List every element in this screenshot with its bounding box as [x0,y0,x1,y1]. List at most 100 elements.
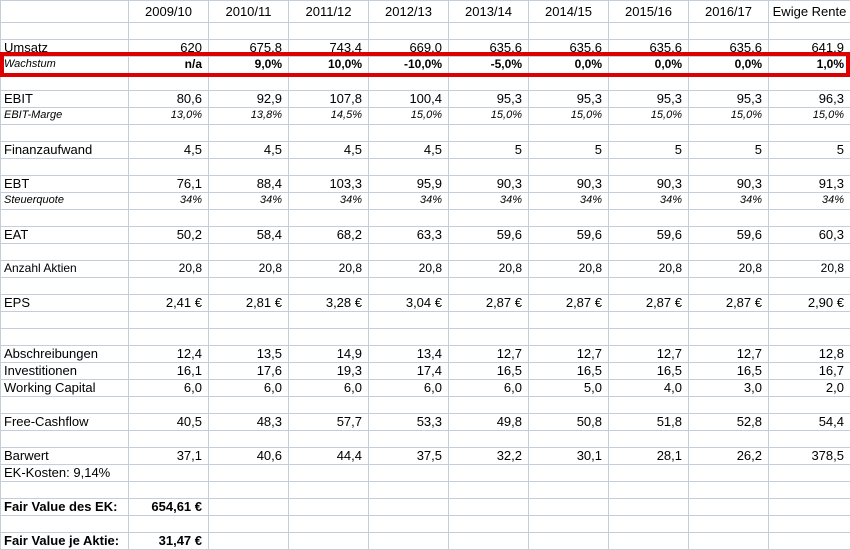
row-empty-9-cell-2[interactable] [289,329,369,346]
corner-cell[interactable] [1,1,129,23]
row-eat-cell-6[interactable]: 59,6 [609,227,689,244]
row-barwert-cell-7[interactable]: 26,2 [689,448,769,465]
row-empty-9-cell-4[interactable] [449,329,529,346]
row-empty-2-cell-8[interactable] [769,74,850,91]
row-fair-value-aktie-cell-0[interactable]: 31,47 € [129,533,209,550]
row-empty-10-cell-5[interactable] [529,397,609,414]
row-wachstum-cell-3[interactable]: -10,0% [369,57,449,74]
row-empty-2-cell-1[interactable] [209,74,289,91]
row-steuerquote-cell-7[interactable]: 34% [689,193,769,210]
row-empty-1-cell-3[interactable] [369,23,449,40]
row-empty-4-cell-4[interactable] [449,159,529,176]
row-abschreibungen-cell-3[interactable]: 13,4 [369,346,449,363]
row-working-capital-cell-8[interactable]: 2,0 [769,380,850,397]
row-abschreibungen-cell-0[interactable]: 12,4 [129,346,209,363]
row-anzahl-aktien-cell-3[interactable]: 20,8 [369,261,449,278]
row-empty-5-cell-1[interactable] [209,210,289,227]
row-empty-7-cell-8[interactable] [769,278,850,295]
row-ebt-cell-1[interactable]: 88,4 [209,176,289,193]
row-wachstum-cell-1[interactable]: 9,0% [209,57,289,74]
row-empty-2-cell-2[interactable] [289,74,369,91]
row-ebit-cell-1[interactable]: 92,9 [209,91,289,108]
row-ebt-label[interactable]: EBT [1,176,129,193]
row-ebit-marge-label[interactable]: EBIT-Marge [1,108,129,125]
row-steuerquote-cell-0[interactable]: 34% [129,193,209,210]
row-empty-9-cell-7[interactable] [689,329,769,346]
row-eps-cell-5[interactable]: 2,87 € [529,295,609,312]
row-free-cashflow-cell-4[interactable]: 49,8 [449,414,529,431]
row-eat-cell-4[interactable]: 59,6 [449,227,529,244]
row-eat-cell-0[interactable]: 50,2 [129,227,209,244]
row-empty-13-cell-0[interactable] [129,516,209,533]
row-ek-kosten-label[interactable]: EK-Kosten: 9,14% [1,465,129,482]
row-empty-11-cell-0[interactable] [129,431,209,448]
row-free-cashflow-cell-1[interactable]: 48,3 [209,414,289,431]
row-empty-3-cell-7[interactable] [689,125,769,142]
row-ebit-cell-2[interactable]: 107,8 [289,91,369,108]
row-wachstum-cell-0[interactable]: n/a [129,57,209,74]
row-empty-3-label[interactable] [1,125,129,142]
row-empty-10-cell-1[interactable] [209,397,289,414]
row-empty-6-cell-1[interactable] [209,244,289,261]
row-empty-8-cell-3[interactable] [369,312,449,329]
row-free-cashflow-cell-8[interactable]: 54,4 [769,414,850,431]
row-empty-12-cell-3[interactable] [369,482,449,499]
row-ek-kosten-cell-8[interactable] [769,465,850,482]
row-eps-cell-1[interactable]: 2,81 € [209,295,289,312]
row-eat-label[interactable]: EAT [1,227,129,244]
row-empty-12-cell-8[interactable] [769,482,850,499]
row-umsatz-cell-7[interactable]: 635,6 [689,40,769,57]
year-header-cell[interactable]: 2016/17 [689,1,769,23]
row-ebt-cell-7[interactable]: 90,3 [689,176,769,193]
row-eps-cell-2[interactable]: 3,28 € [289,295,369,312]
row-empty-13-cell-4[interactable] [449,516,529,533]
row-empty-13-cell-3[interactable] [369,516,449,533]
row-empty-4-cell-6[interactable] [609,159,689,176]
row-empty-9-cell-5[interactable] [529,329,609,346]
row-empty-12-cell-5[interactable] [529,482,609,499]
row-abschreibungen-cell-4[interactable]: 12,7 [449,346,529,363]
row-abschreibungen-cell-6[interactable]: 12,7 [609,346,689,363]
row-empty-9-cell-3[interactable] [369,329,449,346]
row-finanzaufwand-cell-6[interactable]: 5 [609,142,689,159]
row-finanzaufwand-cell-1[interactable]: 4,5 [209,142,289,159]
row-empty-9-cell-0[interactable] [129,329,209,346]
row-ebit-marge-cell-8[interactable]: 15,0% [769,108,850,125]
row-ebit-marge-cell-3[interactable]: 15,0% [369,108,449,125]
row-working-capital-cell-4[interactable]: 6,0 [449,380,529,397]
row-ek-kosten-cell-3[interactable] [369,465,449,482]
row-empty-12-cell-1[interactable] [209,482,289,499]
row-fair-value-ek-cell-4[interactable] [449,499,529,516]
row-eps-label[interactable]: EPS [1,295,129,312]
year-header-cell[interactable]: 2014/15 [529,1,609,23]
row-anzahl-aktien-cell-0[interactable]: 20,8 [129,261,209,278]
row-abschreibungen-cell-7[interactable]: 12,7 [689,346,769,363]
row-empty-6-label[interactable] [1,244,129,261]
row-empty-10-label[interactable] [1,397,129,414]
row-anzahl-aktien-cell-8[interactable]: 20,8 [769,261,850,278]
row-umsatz-cell-0[interactable]: 620 [129,40,209,57]
row-empty-5-label[interactable] [1,210,129,227]
row-ek-kosten-cell-7[interactable] [689,465,769,482]
row-umsatz-cell-4[interactable]: 635,6 [449,40,529,57]
row-steuerquote-cell-1[interactable]: 34% [209,193,289,210]
row-empty-11-cell-3[interactable] [369,431,449,448]
row-anzahl-aktien-cell-6[interactable]: 20,8 [609,261,689,278]
row-empty-1-cell-5[interactable] [529,23,609,40]
row-finanzaufwand-cell-0[interactable]: 4,5 [129,142,209,159]
row-free-cashflow-label[interactable]: Free-Cashflow [1,414,129,431]
row-empty-2-cell-6[interactable] [609,74,689,91]
row-empty-3-cell-8[interactable] [769,125,850,142]
row-anzahl-aktien-label[interactable]: Anzahl Aktien [1,261,129,278]
row-empty-7-cell-2[interactable] [289,278,369,295]
row-empty-9-label[interactable] [1,329,129,346]
row-empty-5-cell-6[interactable] [609,210,689,227]
row-ebit-marge-cell-2[interactable]: 14,5% [289,108,369,125]
row-empty-7-cell-0[interactable] [129,278,209,295]
row-empty-13-cell-2[interactable] [289,516,369,533]
row-empty-7-cell-5[interactable] [529,278,609,295]
row-steuerquote-cell-5[interactable]: 34% [529,193,609,210]
row-barwert-cell-2[interactable]: 44,4 [289,448,369,465]
row-empty-3-cell-1[interactable] [209,125,289,142]
row-ebit-marge-cell-1[interactable]: 13,8% [209,108,289,125]
